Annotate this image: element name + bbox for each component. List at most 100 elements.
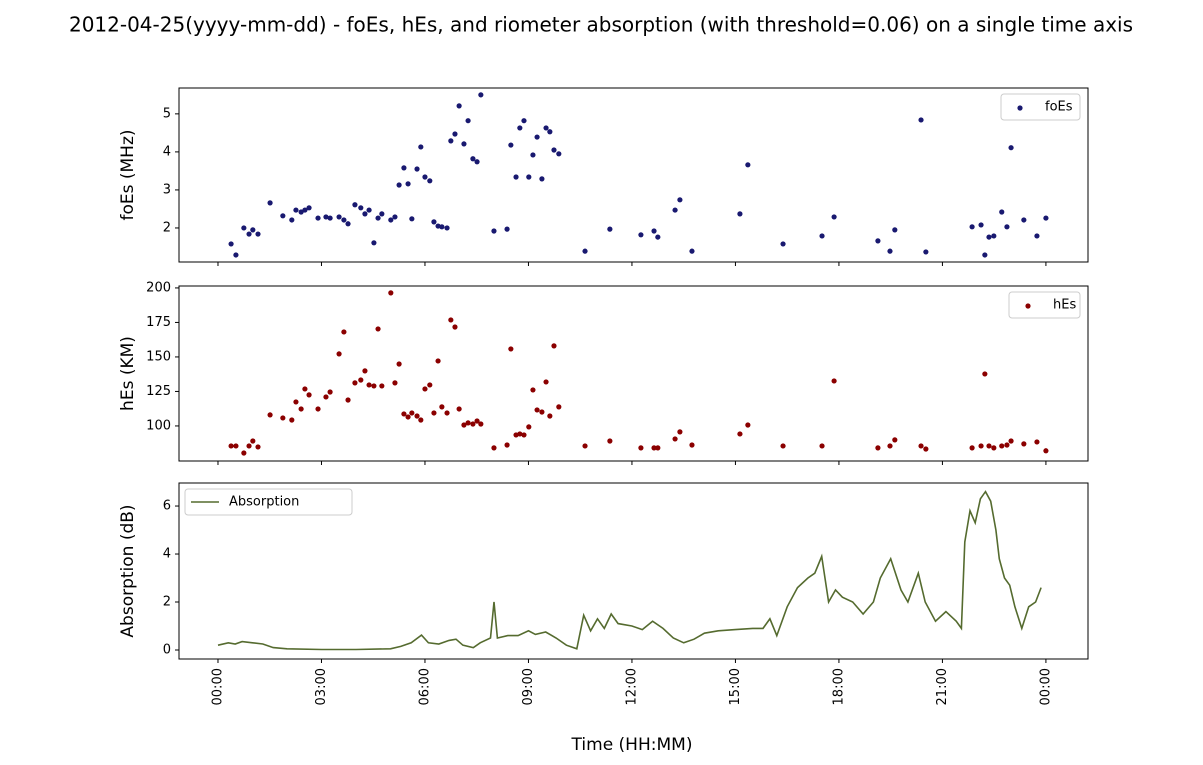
plot-frame (178, 482, 1089, 660)
y-tick-label: 3 (163, 182, 171, 197)
point (1034, 233, 1040, 239)
point (551, 343, 557, 349)
point (539, 409, 545, 415)
point (737, 211, 743, 217)
point (439, 404, 445, 410)
point (315, 406, 321, 412)
y-tick-label: 4 (163, 144, 171, 159)
point (336, 351, 342, 357)
point (352, 202, 358, 208)
point (887, 248, 893, 254)
point (388, 217, 394, 223)
point (233, 252, 239, 258)
point (677, 429, 683, 435)
x-tick-label: 00:00 (1038, 668, 1053, 705)
point (672, 436, 678, 442)
point (582, 248, 588, 254)
point (534, 407, 540, 413)
point (1043, 448, 1049, 454)
point (982, 371, 988, 377)
y-tick-label: 5 (163, 106, 171, 121)
point (366, 207, 372, 213)
point (478, 92, 484, 98)
point (478, 421, 484, 427)
y-tick-label: 200 (146, 280, 171, 295)
point (875, 238, 881, 244)
point (427, 178, 433, 184)
plot-frame (178, 285, 1089, 462)
point (341, 329, 347, 335)
x-tick-label: 21:00 (935, 668, 950, 705)
point (366, 382, 372, 388)
point (508, 142, 514, 148)
point (474, 418, 480, 424)
point (388, 290, 394, 296)
x-tick-label: 00:00 (210, 668, 225, 705)
point (607, 438, 613, 444)
point (461, 141, 467, 147)
point (306, 205, 312, 211)
point (677, 197, 683, 203)
point (1008, 145, 1014, 151)
point (250, 227, 256, 233)
legend-swatch (1017, 105, 1023, 111)
point (358, 205, 364, 211)
point (246, 231, 252, 237)
point (1021, 217, 1027, 223)
point (607, 226, 613, 232)
point (323, 214, 329, 220)
point (1021, 441, 1027, 447)
point (401, 411, 407, 417)
point (521, 118, 527, 124)
point (352, 380, 358, 386)
point (362, 368, 368, 374)
point (255, 444, 261, 450)
point (923, 446, 929, 452)
point (228, 241, 234, 247)
x-tick-label: 18:00 (831, 668, 846, 705)
point (655, 234, 661, 240)
point (362, 211, 368, 217)
point (452, 131, 458, 137)
point (1004, 442, 1010, 448)
point (672, 207, 678, 213)
y-tick-label: 100 (146, 418, 171, 433)
point (543, 125, 549, 131)
point (539, 176, 545, 182)
point (228, 443, 234, 449)
point (582, 443, 588, 449)
point (456, 103, 462, 109)
point (521, 432, 527, 438)
point (435, 358, 441, 364)
point (405, 181, 411, 187)
point (392, 380, 398, 386)
point (1008, 438, 1014, 444)
point (780, 241, 786, 247)
point (551, 147, 557, 153)
y-tick-label: 2 (163, 220, 171, 235)
point (233, 443, 239, 449)
point (448, 317, 454, 323)
point (422, 174, 428, 180)
point (655, 445, 661, 451)
y-axis-label: Absorption (dB) (118, 504, 138, 637)
point (414, 166, 420, 172)
x-axis-label: Time (HH:MM) (571, 735, 693, 755)
point (470, 421, 476, 427)
point (831, 378, 837, 384)
point (887, 443, 893, 449)
point (978, 443, 984, 449)
point (999, 443, 1005, 449)
point (379, 383, 385, 389)
point (431, 219, 437, 225)
point (556, 404, 562, 410)
point (327, 389, 333, 395)
point (298, 406, 304, 412)
point (991, 445, 997, 451)
point (745, 162, 751, 168)
point (831, 214, 837, 220)
point (293, 207, 299, 213)
line (217, 490, 1042, 651)
point (396, 182, 402, 188)
